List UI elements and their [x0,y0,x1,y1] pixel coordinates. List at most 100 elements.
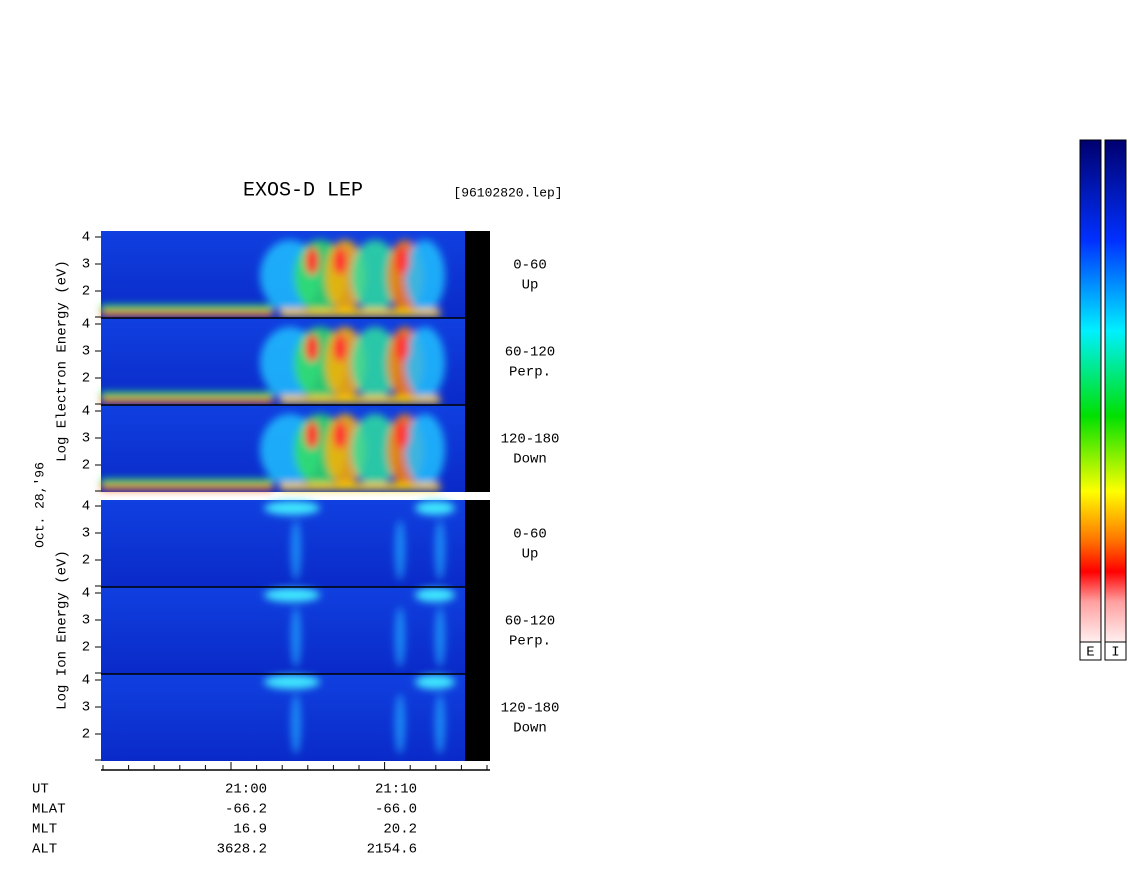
colorbar-label-box [1079,641,1102,661]
tick-label: 3 [82,700,90,716]
activity [101,240,445,316]
tick-label: 3 [82,257,90,273]
blob [264,675,320,689]
tick-label: 3 [82,344,90,360]
date: Oct. 28,'96 [32,462,47,548]
title: EXOS-D LEP [243,179,363,202]
blob [395,520,405,580]
blob [264,501,320,515]
y-axis-label: Log Electron Energy (eV) [55,260,71,462]
low-energy-band [280,483,440,490]
blob [395,334,409,362]
blob [435,520,445,580]
blob [305,334,319,362]
blob [333,247,347,275]
panel-label: 120-180 [501,701,560,717]
tick-label: 3 [82,526,90,542]
blob [405,240,445,312]
colorbar-label: I [1111,645,1119,661]
blob [305,247,319,275]
row-label: ALT [32,842,57,858]
blob [351,327,399,399]
no-data [465,500,490,587]
tick-label: 3 [82,613,90,629]
blob [291,520,301,580]
blob [405,414,445,486]
blob [333,421,347,449]
time-value: -66.2 [225,802,267,818]
low-energy-band [101,479,273,488]
row-label: MLT [32,822,57,838]
blob [435,607,445,667]
tick-label: 4 [82,404,90,420]
blob [333,334,347,362]
panel-label: Up [522,547,539,563]
low-energy-band [101,392,273,401]
panel-label: 60-120 [505,345,555,361]
colorbar [1104,139,1127,643]
time-value: 2154.6 [367,842,417,858]
panel-label: Perp. [509,634,551,650]
tick-label: 4 [82,317,90,333]
colorbar-label: E [1086,645,1094,661]
y-axis-label: Log Ion Energy (eV) [55,550,71,710]
low-energy-band [101,305,273,314]
panel-label: 0-60 [513,527,547,543]
blob [351,240,399,312]
blob [395,421,409,449]
tick-label: 2 [82,284,90,300]
colorbar-label-box [1104,641,1127,661]
activity [101,327,445,403]
blob [415,501,455,515]
no-data [465,405,490,492]
tick-label: 3 [82,431,90,447]
blob [435,694,445,754]
tick-label: 2 [82,640,90,656]
blob [305,421,319,449]
file-name: [96102820.lep] [453,185,562,200]
row-label: MLAT [32,802,66,818]
activity [264,588,455,667]
low-energy-band [101,398,273,403]
tick-label: 4 [82,586,90,602]
low-energy-band [101,485,273,490]
tick-label: 2 [82,458,90,474]
blob [395,694,405,754]
blob [415,588,455,602]
blob [264,588,320,602]
blob [395,247,409,275]
no-data [465,674,490,761]
tick-label: 2 [82,371,90,387]
panel-label: 60-120 [505,614,555,630]
blob [405,327,445,399]
colorbar [1079,139,1102,643]
no-data [465,587,490,674]
activity [264,675,455,754]
tick-label: 2 [82,727,90,743]
low-energy-band [280,309,440,316]
no-data [465,231,490,318]
time-value: 21:00 [225,782,267,798]
tick-label: 4 [82,499,90,515]
blob [291,607,301,667]
time-value: 21:10 [375,782,417,798]
time-value: 20.2 [383,822,417,838]
tick-label: 4 [82,230,90,246]
time-value: -66.0 [375,802,417,818]
low-energy-band [280,396,440,403]
time-value: 16.9 [233,822,267,838]
time-value: 3628.2 [217,842,267,858]
panel-label: Up [522,278,539,294]
panel-label: 120-180 [501,432,560,448]
blob [395,607,405,667]
activity [101,414,445,490]
panel-label: 0-60 [513,258,547,274]
blob [291,694,301,754]
no-data [465,318,490,405]
low-energy-band [101,311,273,316]
panel-label: Down [513,721,547,737]
panel-label: Perp. [509,365,551,381]
row-label: UT [32,782,49,798]
